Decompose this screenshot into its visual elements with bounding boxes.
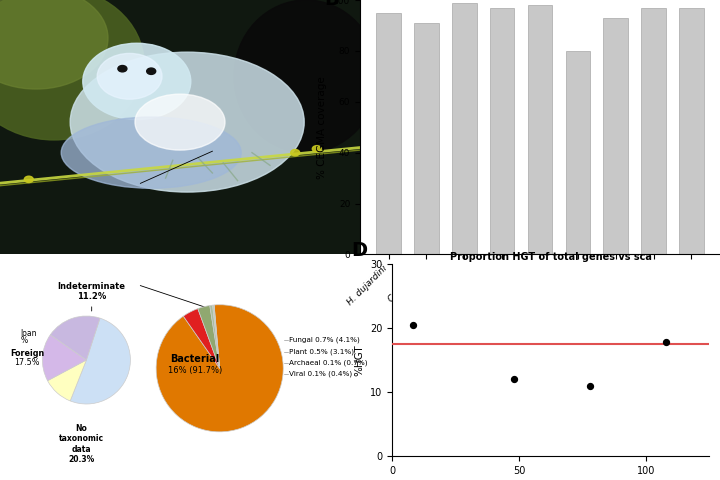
Bar <box>528 5 552 254</box>
Text: Fungal 0.7% (4.1%): Fungal 0.7% (4.1%) <box>289 336 359 343</box>
Wedge shape <box>198 305 220 368</box>
Text: Archaeal 0.1% (0.7%): Archaeal 0.1% (0.7%) <box>289 360 367 366</box>
Ellipse shape <box>0 0 144 140</box>
Point <box>407 321 418 329</box>
Bar <box>603 18 628 254</box>
Wedge shape <box>212 305 220 368</box>
Wedge shape <box>184 309 220 368</box>
Text: Bacterial: Bacterial <box>170 354 220 364</box>
Ellipse shape <box>234 0 378 153</box>
Title: Proportion HGT of total genes vs sca: Proportion HGT of total genes vs sca <box>450 252 652 262</box>
Wedge shape <box>48 360 86 401</box>
Ellipse shape <box>135 94 225 150</box>
Y-axis label: %HGT: %HGT <box>355 344 365 376</box>
Point <box>660 338 672 346</box>
Ellipse shape <box>97 53 162 99</box>
Wedge shape <box>156 305 283 432</box>
Text: B: B <box>324 0 338 9</box>
Text: Indeterminate
11.2%: Indeterminate 11.2% <box>58 282 126 311</box>
Text: D: D <box>351 241 367 260</box>
Bar <box>490 8 515 254</box>
Bar <box>642 8 666 254</box>
Ellipse shape <box>147 68 156 74</box>
Ellipse shape <box>24 176 33 182</box>
Ellipse shape <box>83 43 191 120</box>
Text: Foreign: Foreign <box>10 348 44 358</box>
Wedge shape <box>42 335 86 381</box>
Bar <box>414 23 438 254</box>
Text: loan: loan <box>20 329 37 338</box>
Wedge shape <box>71 318 130 404</box>
Ellipse shape <box>71 52 305 192</box>
Bar <box>377 13 401 254</box>
Wedge shape <box>50 316 100 360</box>
Ellipse shape <box>312 145 321 152</box>
Point <box>585 382 596 389</box>
Y-axis label: % CEGMA coverage: % CEGMA coverage <box>318 76 328 179</box>
Text: 16% (91.7%): 16% (91.7%) <box>168 366 222 375</box>
Ellipse shape <box>0 0 108 89</box>
Ellipse shape <box>291 149 300 156</box>
Ellipse shape <box>118 65 127 72</box>
Bar <box>565 51 590 254</box>
Text: %: % <box>20 336 27 345</box>
Text: 17.5%: 17.5% <box>14 358 40 367</box>
Text: No
taxonomic
data
20.3%: No taxonomic data 20.3% <box>58 424 104 464</box>
Text: Plant 0.5% (3.1%): Plant 0.5% (3.1%) <box>289 348 354 355</box>
Bar <box>452 2 477 254</box>
Bar <box>679 8 703 254</box>
Text: Viral 0.1% (0.4%): Viral 0.1% (0.4%) <box>289 371 352 377</box>
Point <box>508 375 520 383</box>
Ellipse shape <box>61 117 241 188</box>
Wedge shape <box>210 305 220 368</box>
